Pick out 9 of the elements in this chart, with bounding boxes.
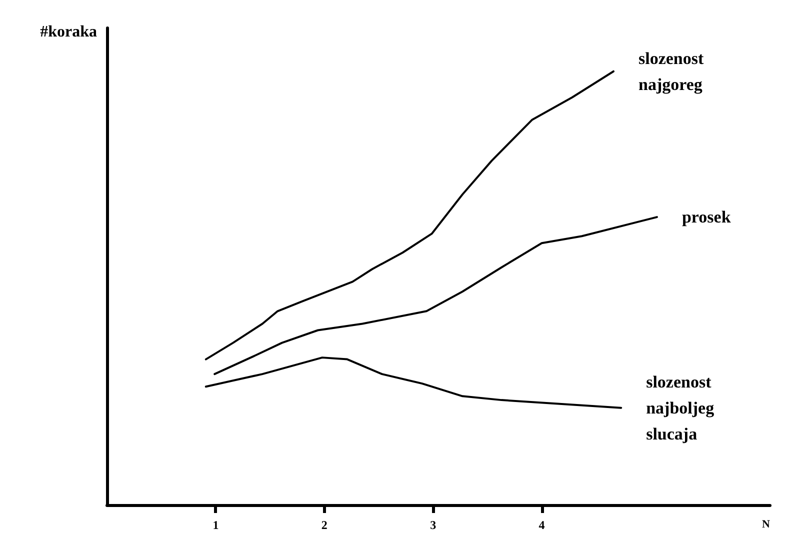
x-tick-label: 2 (321, 518, 328, 532)
x-tick-label: 4 (538, 518, 545, 532)
x-axis-title: N (762, 518, 770, 530)
series-label: slozenost najboljeg slucaja (646, 372, 718, 444)
x-tick-label: 1 (212, 518, 219, 532)
y-axis-title: #koraka (40, 24, 97, 40)
series-label: slozenost najgoreg (638, 48, 708, 94)
series-label: prosek (682, 208, 732, 227)
x-tick-label: 3 (430, 518, 436, 532)
